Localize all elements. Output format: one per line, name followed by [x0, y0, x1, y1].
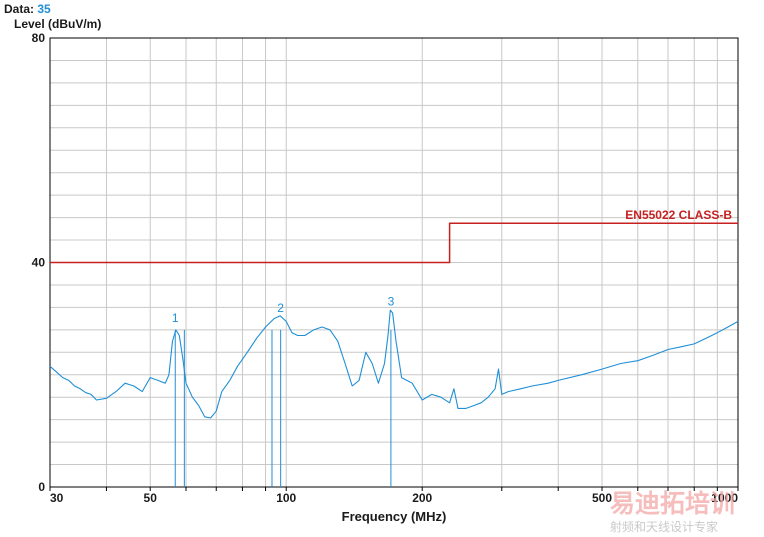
- peak-marker-label: 1: [172, 311, 179, 325]
- marker-layer: 1 2 3: [172, 294, 395, 487]
- x-tick-label: 30: [50, 491, 64, 505]
- data-value: 35: [37, 2, 51, 16]
- tick-labels: 0 40 80 30 50 100 200 500 1000: [32, 31, 739, 505]
- x-tick-label: 500: [592, 491, 612, 505]
- x-tick-label: 1000: [711, 491, 738, 505]
- limit-label: EN55022 CLASS-B: [625, 208, 732, 222]
- x-tick-label: 200: [412, 491, 432, 505]
- y-tick-label: 0: [38, 480, 45, 494]
- x-tick-label: 100: [276, 491, 296, 505]
- peak-marker-label: 2: [277, 301, 284, 315]
- y-tick-label: 80: [32, 31, 46, 45]
- watermark: 易迪拓培训 射频和天线设计专家: [610, 489, 735, 534]
- limit-line: [50, 222, 738, 264]
- x-axis-label: Frequency (MHz): [342, 509, 447, 524]
- series-layer: EN55022 CLASS-B: [49, 208, 739, 419]
- measurement-trace: [49, 309, 739, 419]
- data-label: Data: 35: [4, 2, 51, 16]
- watermark-main: 易迪拓培训: [610, 489, 735, 518]
- peak-marker-label: 3: [388, 294, 395, 308]
- data-label-text: Data:: [4, 2, 35, 16]
- grid: [49, 37, 739, 491]
- y-tick-label: 40: [32, 256, 46, 270]
- x-tick-label: 50: [144, 491, 158, 505]
- watermark-sub: 射频和天线设计专家: [610, 519, 718, 534]
- y-axis-label: Level (dBuV/m): [14, 17, 102, 31]
